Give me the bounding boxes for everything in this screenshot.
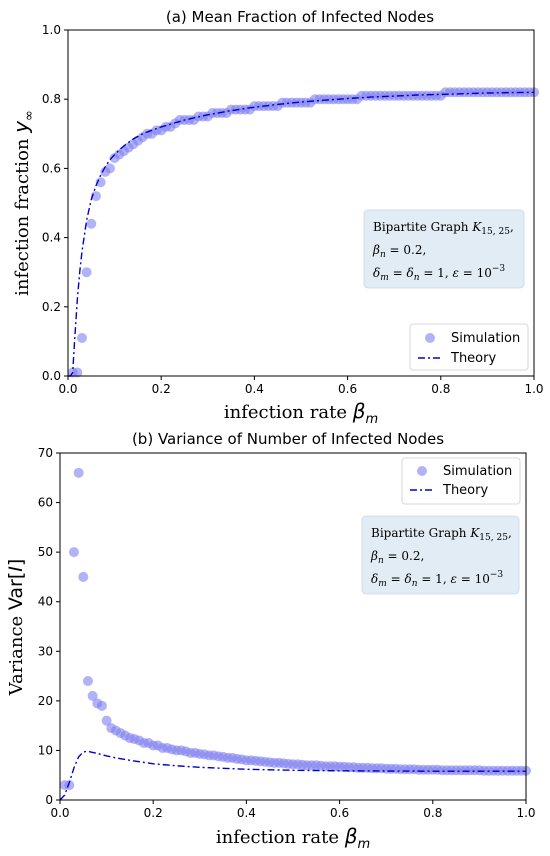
panel-b-y-tick-label: 20: [38, 694, 53, 708]
panel-b-annotation: Bipartite Graph K15, 25, βn = 0.2, δm = …: [361, 515, 520, 595]
panel-a-legend-simulation-label: Simulation: [451, 331, 520, 346]
panel-b-title: (b) Variance of Number of Infected Nodes: [132, 430, 444, 448]
panel-a-simulation-point: [72, 367, 83, 378]
panel-a-simulation-point: [81, 267, 92, 278]
panel-b-plot-frame: [59, 452, 527, 801]
panel-a-x-tick-label: 0.2: [152, 382, 171, 396]
panel-b-chart: (b) Variance of Number of Infected Nodes…: [5, 430, 536, 852]
panel-a-simulation-point: [90, 191, 101, 202]
panel-a-y-tick-label: 0.6: [42, 161, 61, 175]
panel-b-simulation-point: [82, 676, 93, 687]
panel-a-annotation-box: [363, 209, 525, 289]
panel-a-x-tick-label: 0.8: [431, 382, 450, 396]
panel-b-x-tick-label: 0.0: [50, 806, 69, 820]
panel-a-legend-simulation-marker: [425, 333, 435, 343]
panel-b-x-axis-label: infection rate βm: [216, 824, 370, 852]
panel-a-plot-frame: [67, 29, 535, 377]
panel-b-simulation-point: [87, 690, 98, 701]
panel-a-annotation-line-2: βn = 0.2,: [372, 243, 426, 260]
panel-b-legend: Simulation Theory: [401, 457, 521, 505]
panel-b-simulation-point: [73, 467, 84, 478]
panel-a-y-tick-label: 0.0: [42, 369, 61, 383]
panel-a-legend-theory-label: Theory: [450, 351, 496, 366]
panel-b-simulation-point: [78, 571, 89, 582]
panel-b-y-tick-label: 0: [45, 793, 53, 807]
panel-a-y-tick-label: 1.0: [42, 23, 61, 37]
panel-a-chart: (a) Mean Fraction of Infected Nodes 0.0 0…: [9, 8, 544, 427]
panel-b-x-tick-label: 0.8: [423, 806, 442, 820]
panel-b-y-tick-label: 70: [38, 446, 53, 460]
panel-b-simulation-point: [68, 547, 79, 558]
panel-b-y-tick-label: 40: [38, 595, 53, 609]
panel-b-simulation-point: [64, 780, 75, 791]
panel-a-annotation-line-3: δm = δn = 1, ε = 10−3: [373, 264, 505, 283]
panel-b-legend-box: [401, 457, 521, 505]
panel-b-x-tick-label: 0.6: [330, 806, 349, 820]
panel-b-y-tick-label: 10: [38, 743, 53, 757]
panel-b-legend-theory-label: Theory: [442, 483, 488, 498]
panel-a-simulation-points: [67, 87, 539, 378]
panel-b-annotation-line-1: Bipartite Graph K15, 25,: [371, 526, 512, 543]
panel-a-y-tick-label: 0.4: [42, 231, 61, 245]
panel-b-simulation-points: [59, 467, 531, 791]
panel-b-y-axis-label: Variance Var[I]: [5, 559, 27, 697]
panel-b-y-tick-label: 50: [38, 545, 53, 559]
panel-b-legend-simulation-marker: [417, 466, 427, 476]
panel-a-x-axis-label: infection rate βm: [224, 399, 378, 427]
panel-b-annotation-box: [361, 515, 520, 595]
panel-b-x-tick-label: 1.0: [516, 806, 535, 820]
panel-a-simulation-point: [76, 332, 87, 343]
panel-a-simulation-point: [86, 218, 97, 229]
panel-b-x-tick-label: 0.2: [144, 806, 163, 820]
panel-a-x-tick-label: 0.4: [245, 382, 264, 396]
panel-b-x-tick-label: 0.4: [237, 806, 256, 820]
panel-a-y-tick-label: 0.8: [42, 92, 61, 106]
panel-b-simulation-point: [101, 715, 112, 726]
panel-a-legend: Simulation Theory: [409, 323, 529, 371]
panel-b-legend-simulation-label: Simulation: [443, 464, 512, 479]
panel-a-x-tick-label: 1.0: [524, 382, 543, 396]
panel-a-y-axis-label: infection fraction y∞: [9, 110, 37, 296]
panel-a-theory-line: [68, 91, 535, 377]
panel-b-annotation-line-3: δm = δn = 1, ε = 10−3: [371, 570, 503, 589]
panel-b-simulation-point: [96, 700, 107, 711]
panel-b-annotation-line-2: βn = 0.2,: [370, 549, 424, 566]
panel-b-y-tick-label: 30: [38, 644, 53, 658]
panel-a-simulation-point: [104, 163, 115, 174]
panel-b-y-tick-label: 60: [38, 496, 53, 510]
panel-a-annotation: Bipartite Graph K15, 25, βn = 0.2, δm = …: [363, 209, 525, 289]
panel-a-annotation-line-1: Bipartite Graph K15, 25,: [373, 220, 514, 237]
panel-a-title: (a) Mean Fraction of Infected Nodes: [166, 8, 434, 26]
panel-b-theory-line: [59, 750, 526, 801]
panel-a-x-tick-label: 0.0: [58, 382, 77, 396]
panel-a-x-tick-label: 0.6: [338, 382, 357, 396]
panel-a-y-tick-label: 0.2: [42, 300, 61, 314]
